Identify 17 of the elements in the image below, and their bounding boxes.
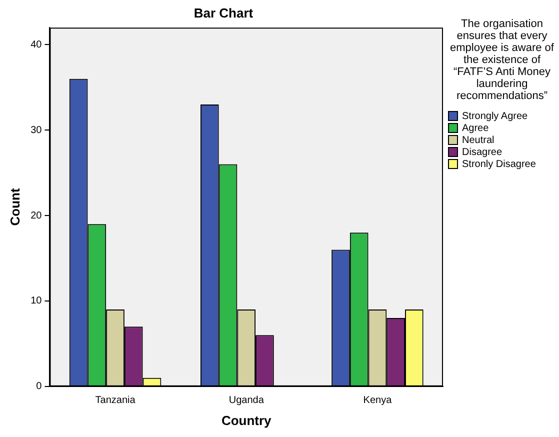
- chart-title: Bar Chart: [194, 5, 254, 20]
- y-axis-title: Count: [7, 188, 22, 226]
- x-tick-label: Kenya: [363, 395, 392, 406]
- y-tick-label: 10: [30, 296, 42, 307]
- legend-title: The organisation ensures that every employee is aware of the existence of “FATF’S Anti Money laundering recommendations”: [449, 18, 555, 102]
- y-tick-label: 0: [36, 381, 42, 392]
- x-tick-label: Uganda: [228, 395, 264, 406]
- legend-label: Disagree: [462, 146, 502, 158]
- y-tick-label: 30: [30, 124, 42, 136]
- legend-label: Neutral: [462, 134, 494, 146]
- x-tick-label: Tanzania: [95, 395, 136, 406]
- legend-label: Strongly Agree: [462, 110, 528, 122]
- x-axis-title: Country: [221, 412, 272, 428]
- legend-label: Stronly Disagree: [462, 158, 536, 170]
- y-tick-label: 20: [30, 210, 42, 222]
- y-tick-label: 40: [30, 39, 42, 50]
- legend-label: Agree: [462, 122, 489, 134]
